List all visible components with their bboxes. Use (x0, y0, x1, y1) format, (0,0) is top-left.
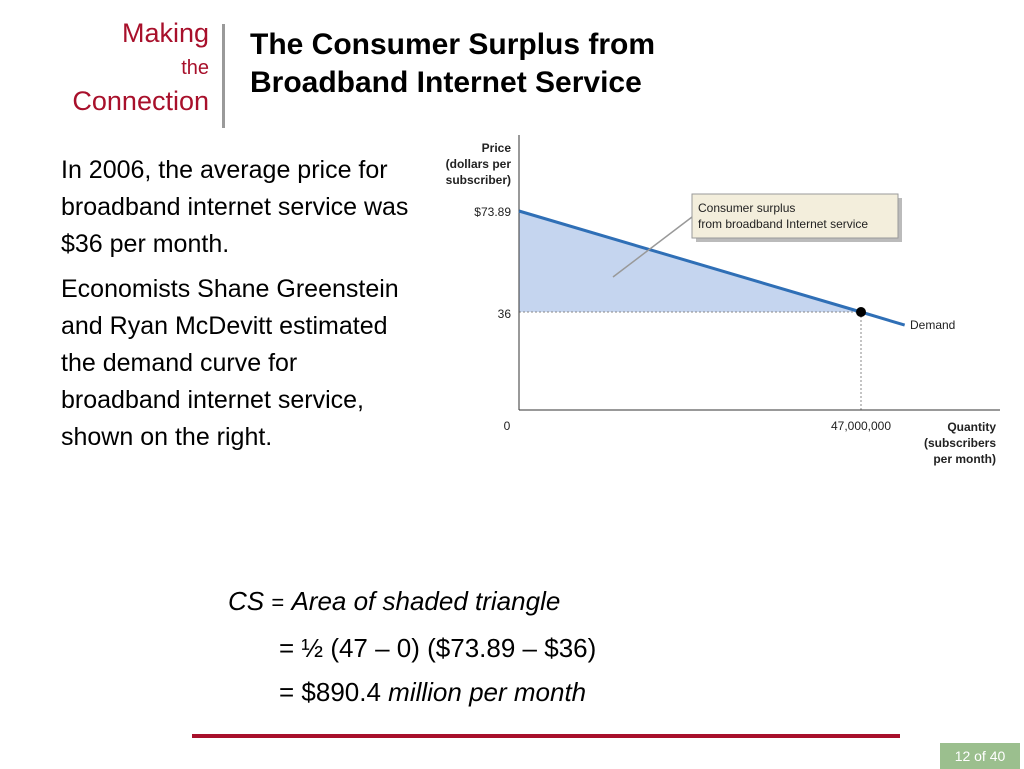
formula-line-3: = $890.4 million per month (279, 676, 586, 708)
body-text: In 2006, the average price for broadband… (61, 152, 411, 464)
y-axis-label-line-2: (dollars per (446, 157, 512, 171)
x-tick-label-0: 0 (504, 419, 511, 433)
x-axis-label-line-2: (subscribers (924, 436, 996, 450)
annotation-box (691, 193, 899, 239)
annotation-text-line-2: from broadband Internet service (698, 217, 868, 231)
formula-line-2: = ½ (47 – 0) ($73.89 – $36) (279, 633, 597, 663)
footer-divider (192, 734, 900, 738)
slide-title: The Consumer Surplus from Broadband Inte… (250, 26, 655, 102)
formula-area-text: Area of shaded triangle (291, 586, 561, 616)
x-axis-label-line-1: Quantity (947, 420, 996, 434)
demand-label: Demand (910, 318, 955, 332)
annotation-text-line-1: Consumer surplus (698, 201, 795, 215)
brand-the: the (181, 57, 209, 79)
y-tick-label-73-89: $73.89 (474, 205, 511, 219)
page-number-badge: 12 of 40 (940, 743, 1020, 769)
x-axis-label-line-3: per month) (933, 452, 996, 466)
slide-title-line1: The Consumer Surplus from (250, 28, 656, 61)
formula-result-unit: million per month (388, 677, 587, 707)
y-axis-label-line-1: Price (482, 141, 512, 155)
formula-line-1: CS = Area of shaded triangle (228, 585, 560, 619)
brand-divider (222, 24, 225, 128)
x-tick-label-47m: 47,000,000 (831, 419, 891, 433)
formula-result-value: = $890.4 (279, 677, 381, 707)
brand-connection: Connection (72, 86, 209, 116)
y-tick-label-36: 36 (498, 307, 512, 321)
y-axis-label-line-3: subscriber) (446, 173, 511, 187)
annotation-leader-line (612, 216, 693, 278)
slide-title-line2: Broadband Internet Service (250, 66, 642, 99)
market-point (856, 307, 866, 317)
body-paragraph-2: Economists Shane Greenstein and Ryan McD… (61, 275, 399, 451)
brand-making: Making (121, 18, 209, 48)
demand-chart: Price (dollars per subscriber) Quantity … (446, 135, 1000, 466)
body-paragraph-1: In 2006, the average price for broadband… (61, 156, 409, 258)
formula-equals-sign: = (271, 590, 285, 615)
formula-cs-variable: CS (228, 586, 265, 616)
